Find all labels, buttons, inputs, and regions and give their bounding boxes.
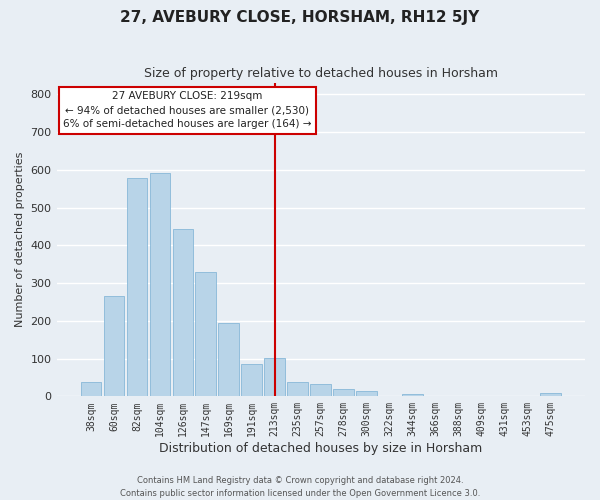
Text: Contains HM Land Registry data © Crown copyright and database right 2024.
Contai: Contains HM Land Registry data © Crown c… [120,476,480,498]
Bar [127,178,147,396]
Y-axis label: Number of detached properties: Number of detached properties [15,152,25,328]
Bar [356,392,377,396]
Bar [540,394,561,396]
Bar [403,394,423,396]
Bar [149,174,170,396]
Bar [334,389,354,396]
Text: 27 AVEBURY CLOSE: 219sqm
← 94% of detached houses are smaller (2,530)
6% of semi: 27 AVEBURY CLOSE: 219sqm ← 94% of detach… [63,92,311,130]
Text: 27, AVEBURY CLOSE, HORSHAM, RH12 5JY: 27, AVEBURY CLOSE, HORSHAM, RH12 5JY [121,10,479,25]
Bar [310,384,331,396]
Bar [196,272,216,396]
Bar [80,382,101,396]
Bar [173,228,193,396]
X-axis label: Distribution of detached houses by size in Horsham: Distribution of detached houses by size … [159,442,482,455]
Title: Size of property relative to detached houses in Horsham: Size of property relative to detached ho… [144,68,498,80]
Bar [265,358,285,397]
Bar [218,322,239,396]
Bar [287,382,308,396]
Bar [241,364,262,396]
Bar [104,296,124,396]
